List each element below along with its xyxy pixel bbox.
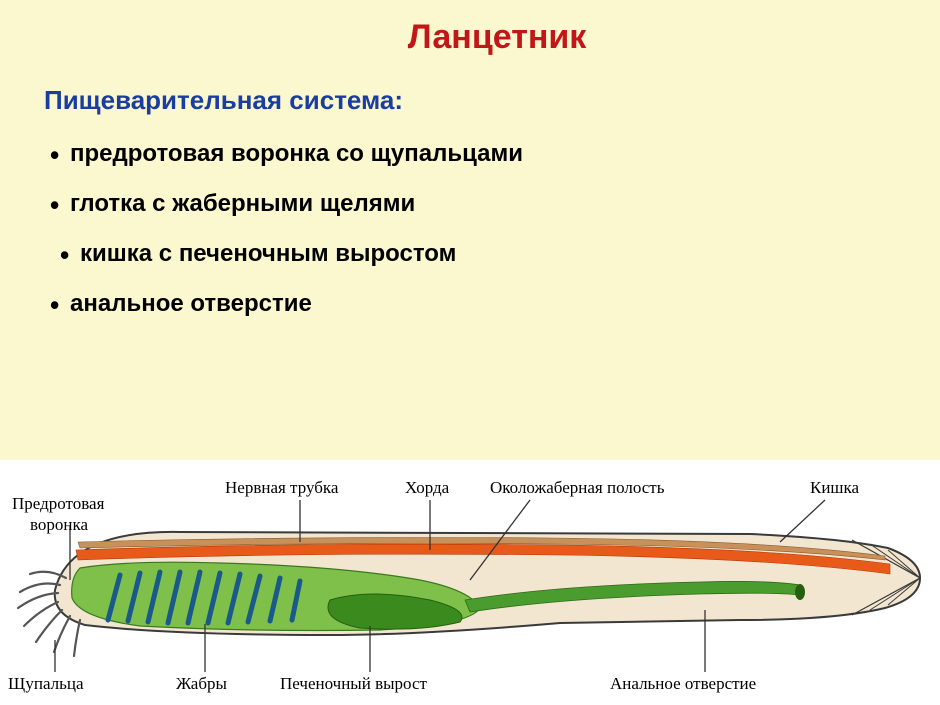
diagram-area: Нервная трубка Хорда Околожаберная полос…	[0, 460, 940, 705]
label-tentacles: Щупальца	[8, 674, 84, 694]
text-panel: Ланцетник Пищеварительная система: предр…	[0, 0, 940, 460]
label-anus: Анальное отверстие	[610, 674, 756, 694]
label-oral-funnel-2: воронка	[30, 515, 88, 535]
lancelet-diagram	[0, 460, 940, 705]
label-hepatic: Печеночный вырост	[280, 674, 427, 694]
anus	[795, 584, 805, 600]
bullet-list: предротовая воронка со щупальцами глотка…	[44, 140, 910, 318]
label-gut: Кишка	[810, 478, 859, 498]
bullet-item: анальное отверстие	[50, 290, 910, 318]
bullet-item: кишка с печеночным выростом	[60, 240, 910, 268]
bullet-item: глотка с жаберными щелями	[50, 190, 910, 218]
label-gills: Жабры	[176, 674, 227, 694]
subtitle: Пищеварительная система:	[44, 85, 910, 116]
label-chorda: Хорда	[405, 478, 449, 498]
bullet-item: предротовая воронка со щупальцами	[50, 140, 910, 168]
label-oral-funnel-1: Предротовая	[12, 494, 104, 514]
title: Ланцетник	[44, 18, 910, 57]
label-nerve-tube: Нервная трубка	[225, 478, 338, 498]
label-peribranchial: Околожаберная полость	[490, 478, 665, 498]
